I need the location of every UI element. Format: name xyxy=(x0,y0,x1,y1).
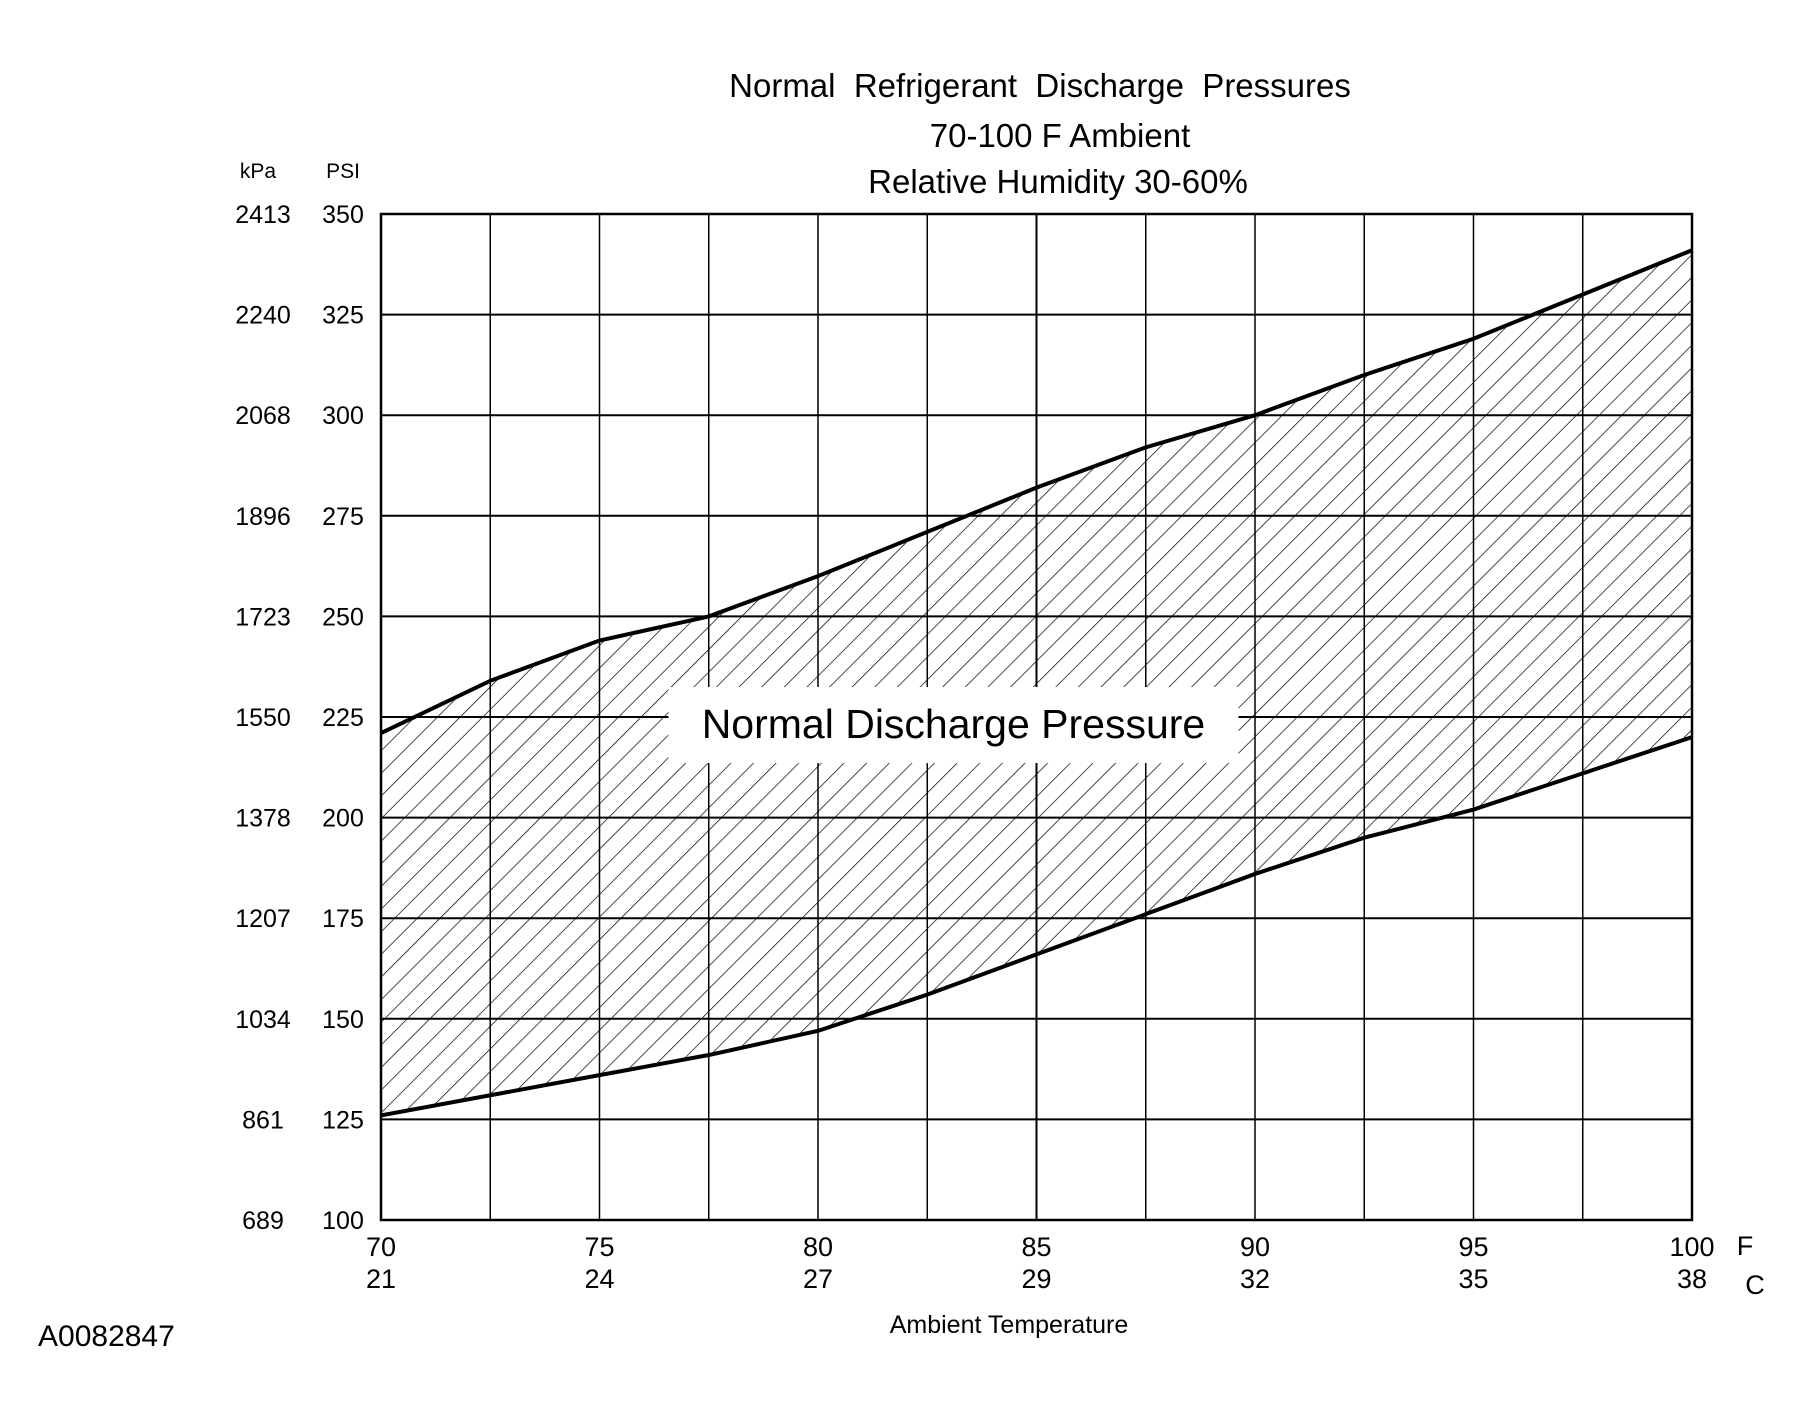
y-tick-kpa: 861 xyxy=(242,1106,284,1134)
y-tick-kpa: 1723 xyxy=(235,603,291,631)
y-unit-psi: PSI xyxy=(326,160,360,183)
y-tick-psi: 250 xyxy=(322,603,364,631)
x-tick-c: 21 xyxy=(366,1264,396,1294)
x-tick-c: 27 xyxy=(803,1264,833,1294)
y-tick-psi: 300 xyxy=(322,402,364,430)
x-tick-f: 80 xyxy=(803,1232,833,1262)
x-tick-f: 100 xyxy=(1669,1232,1714,1262)
upper-limit-line xyxy=(380,248,1693,735)
x-unit-c: C xyxy=(1745,1270,1765,1300)
lower-limit-line xyxy=(380,735,1693,1118)
y-tick-psi: 125 xyxy=(322,1106,364,1134)
x-tick-c: 32 xyxy=(1240,1264,1270,1294)
x-tick-c: 35 xyxy=(1458,1264,1488,1294)
y-tick-kpa: 2068 xyxy=(235,402,291,430)
x-tick-f: 85 xyxy=(1021,1232,1051,1262)
y-tick-psi: 200 xyxy=(322,805,364,833)
x-tick-f: 75 xyxy=(584,1232,614,1262)
x-tick-c: 38 xyxy=(1677,1264,1707,1294)
y-tick-kpa: 1378 xyxy=(235,805,291,833)
x-tick-f: 95 xyxy=(1458,1232,1488,1262)
band-label-background xyxy=(668,687,1239,764)
plot-area: 100 689 125 861 150 1034 175 1207 200 1378 225 1550… xyxy=(235,201,1714,1294)
band-label: Normal Discharge Pressure xyxy=(702,701,1206,747)
figure-code: A0082847 xyxy=(38,1320,175,1353)
y-tick-psi: 350 xyxy=(322,201,364,229)
y-tick-psi: 150 xyxy=(322,1006,364,1034)
y-tick-kpa: 1034 xyxy=(235,1006,291,1034)
x-tick-c: 29 xyxy=(1021,1264,1051,1294)
y-tick-kpa: 2240 xyxy=(235,302,291,330)
y-tick-kpa: 1207 xyxy=(235,905,291,933)
x-tick-f: 70 xyxy=(366,1232,396,1262)
x-tick-c: 24 xyxy=(584,1264,614,1294)
y-tick-psi: 275 xyxy=(322,503,364,531)
y-tick-psi: 100 xyxy=(322,1207,364,1235)
y-tick-psi: 175 xyxy=(322,905,364,933)
y-tick-kpa: 1896 xyxy=(235,503,291,531)
y-tick-kpa: 1550 xyxy=(235,704,291,732)
chart-subtitle-1: 70-100 F Ambient xyxy=(930,117,1191,154)
x-unit-f: F xyxy=(1737,1231,1754,1261)
y-tick-psi: 225 xyxy=(322,704,364,732)
x-axis-label: Ambient Temperature xyxy=(890,1311,1129,1339)
y-unit-kpa: kPa xyxy=(240,160,277,183)
plot-frame xyxy=(379,212,1694,1222)
y-tick-kpa: 689 xyxy=(242,1207,284,1235)
chart-title: Normal Refrigerant Discharge Pressures xyxy=(729,67,1351,104)
y-tick-psi: 325 xyxy=(322,302,364,330)
y-tick-kpa: 2413 xyxy=(235,201,291,229)
x-tick-f: 90 xyxy=(1240,1232,1270,1262)
chart-subtitle-2: Relative Humidity 30-60% xyxy=(868,163,1248,200)
